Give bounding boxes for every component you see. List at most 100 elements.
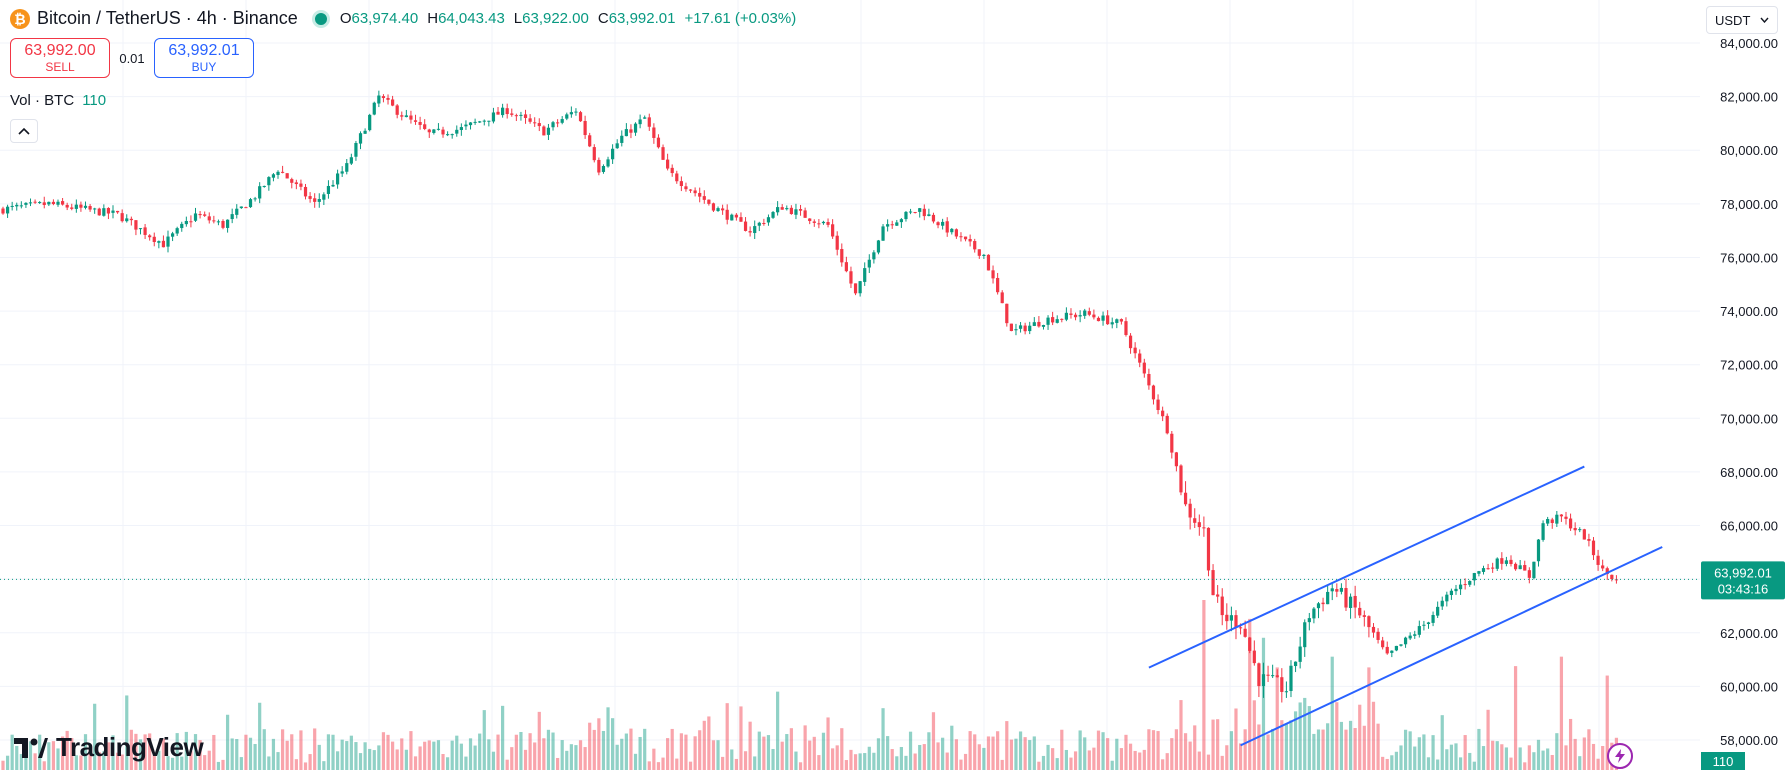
candle[interactable] — [93, 207, 97, 214]
candle[interactable] — [1564, 511, 1568, 525]
candle[interactable] — [331, 180, 335, 188]
candle[interactable] — [1582, 528, 1586, 540]
candle[interactable] — [1468, 580, 1472, 587]
candle[interactable] — [1527, 567, 1531, 584]
volume-legend[interactable]: Vol · BTC 110 — [10, 92, 106, 109]
candle[interactable] — [1330, 582, 1334, 601]
candle[interactable] — [1578, 527, 1582, 533]
trendline-upper[interactable] — [1148, 465, 1585, 669]
candle[interactable] — [1014, 323, 1018, 336]
candle[interactable] — [1568, 513, 1573, 531]
candle[interactable] — [253, 196, 257, 202]
candle[interactable] — [1436, 601, 1440, 618]
candle[interactable] — [432, 129, 436, 135]
candle[interactable] — [1481, 565, 1486, 575]
candle[interactable] — [597, 157, 601, 176]
candle[interactable] — [835, 231, 839, 256]
candle[interactable] — [1055, 315, 1059, 324]
candle[interactable] — [716, 206, 720, 212]
candle[interactable] — [47, 201, 51, 207]
candle[interactable] — [1371, 623, 1376, 638]
candle[interactable] — [1293, 661, 1298, 673]
candle[interactable] — [1028, 321, 1032, 335]
candle[interactable] — [455, 125, 459, 137]
candle[interactable] — [1513, 562, 1518, 571]
candle[interactable] — [886, 219, 890, 232]
candle[interactable] — [38, 201, 42, 204]
candle[interactable] — [280, 165, 285, 174]
candle[interactable] — [1408, 632, 1412, 641]
candle[interactable] — [523, 109, 528, 124]
candle[interactable] — [908, 208, 913, 215]
candle[interactable] — [927, 208, 931, 217]
candle[interactable] — [528, 114, 532, 124]
candle[interactable] — [1234, 610, 1238, 640]
candle[interactable] — [950, 228, 954, 235]
candle[interactable] — [560, 116, 564, 125]
candle[interactable] — [193, 207, 198, 222]
candle[interactable] — [1165, 413, 1169, 435]
candle[interactable] — [808, 218, 812, 225]
candle[interactable] — [1298, 636, 1302, 669]
candle[interactable] — [436, 123, 441, 131]
candle[interactable] — [1161, 406, 1165, 422]
candle[interactable] — [675, 170, 679, 184]
candle[interactable] — [1138, 349, 1142, 368]
candle[interactable] — [1092, 309, 1096, 320]
candle[interactable] — [1087, 307, 1091, 317]
candle[interactable] — [1147, 368, 1151, 390]
candle[interactable] — [1555, 511, 1559, 527]
candle[interactable] — [198, 211, 202, 219]
candle[interactable] — [216, 219, 221, 226]
candle[interactable] — [482, 119, 486, 126]
candle[interactable] — [863, 262, 867, 286]
candle[interactable] — [303, 183, 308, 200]
candle[interactable] — [1128, 333, 1133, 354]
candle[interactable] — [1523, 560, 1527, 571]
candle[interactable] — [235, 204, 239, 219]
candle[interactable] — [542, 125, 546, 136]
candle[interactable] — [1101, 311, 1105, 326]
candle[interactable] — [789, 205, 793, 215]
candle[interactable] — [1491, 562, 1495, 573]
candle[interactable] — [1271, 664, 1275, 679]
candle[interactable] — [450, 133, 454, 139]
candle[interactable] — [1220, 588, 1224, 626]
candle[interactable] — [102, 204, 106, 217]
candle[interactable] — [1174, 451, 1178, 472]
candle[interactable] — [125, 214, 129, 223]
candle[interactable] — [203, 211, 207, 217]
candle[interactable] — [1211, 564, 1215, 596]
candle[interactable] — [1073, 312, 1078, 321]
candle[interactable] — [111, 205, 115, 219]
candle[interactable] — [244, 206, 248, 209]
candle[interactable] — [358, 131, 363, 150]
candle[interactable] — [285, 173, 289, 179]
candle[interactable] — [1532, 561, 1536, 580]
candle[interactable] — [652, 123, 656, 144]
candle[interactable] — [569, 106, 573, 118]
candle[interactable] — [556, 119, 560, 128]
candle[interactable] — [1115, 318, 1119, 329]
candle[interactable] — [831, 219, 835, 239]
candle[interactable] — [1358, 601, 1362, 618]
candle[interactable] — [1445, 591, 1449, 607]
candle[interactable] — [959, 232, 963, 242]
candle[interactable] — [88, 204, 92, 212]
candle[interactable] — [423, 119, 427, 131]
candle[interactable] — [496, 107, 500, 115]
candle[interactable] — [583, 115, 587, 139]
candle[interactable] — [505, 103, 509, 119]
candle[interactable] — [1390, 650, 1394, 658]
candle[interactable] — [734, 213, 738, 221]
candle[interactable] — [858, 280, 862, 297]
candle[interactable] — [161, 235, 166, 248]
candle[interactable] — [1472, 572, 1476, 586]
candle[interactable] — [377, 90, 381, 108]
candle[interactable] — [1037, 316, 1041, 328]
candle[interactable] — [968, 234, 972, 247]
candle[interactable] — [1587, 533, 1591, 547]
symbol-legend[interactable]: ₿ Bitcoin / TetherUS · 4h · Binance O63,… — [10, 8, 796, 29]
candle[interactable] — [1142, 358, 1146, 378]
candle[interactable] — [148, 234, 152, 241]
